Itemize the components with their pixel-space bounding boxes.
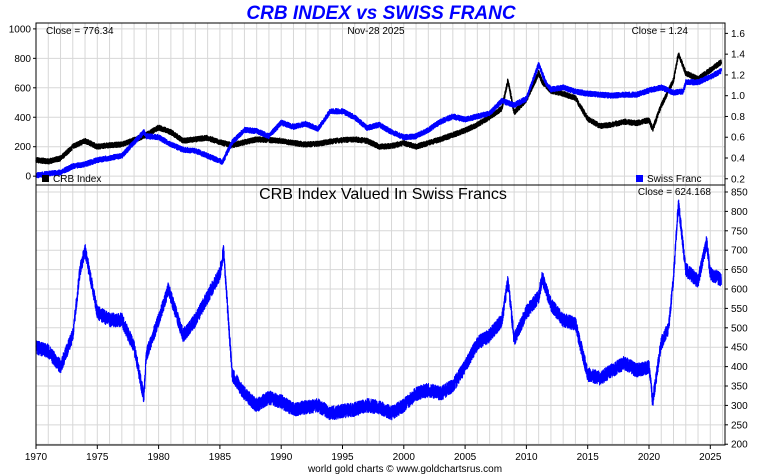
bottom-right-axis: 200 250 300 350 400 450 500 550 600 650 700 750 800 8… [725,187,748,451]
y-tick-label: 600 [731,285,748,296]
x-tick-label: 2005 [454,452,477,463]
y-tick-label: 1.6 [731,29,745,40]
y-tick-label: 750 [731,226,748,237]
x-tick-label: 2015 [577,452,600,463]
legend-swatch-chf [636,175,643,182]
y-tick-label: 850 [731,187,748,198]
top-right-axis: 0.2 0.4 0.6 0.8 1.0 1.2 1.4 1.6 [725,29,745,185]
legend-crb: CRB Index [53,174,101,185]
y-tick-label: 650 [731,265,748,276]
y-tick-label: 0 [25,172,31,183]
y-tick-label: 400 [731,362,748,373]
top-left-axis: 0 200 400 600 800 1000 [9,24,36,183]
legend-swatch-crb [42,175,49,182]
footer-credit: world gold charts © www.goldchartsrus.co… [307,464,502,475]
x-tick-label: 2020 [638,452,661,463]
bottom-chart-title: CRB Index Valued In Swiss Francs [259,186,507,203]
x-tick-label: 1980 [147,452,170,463]
date-label: Nov-28 2025 [347,26,405,37]
y-tick-label: 400 [14,113,31,124]
y-tick-label: 800 [731,207,748,218]
y-tick-label: 1.4 [731,50,745,61]
y-tick-label: 350 [731,382,748,393]
y-tick-label: 800 [14,54,31,65]
y-tick-label: 300 [731,401,748,412]
top-panel-frame [35,22,726,186]
chf-close-label: Close = 1.24 [632,26,689,37]
y-tick-label: 0.8 [731,112,745,123]
x-tick-label: 1985 [209,452,232,463]
y-tick-label: 0.6 [731,133,745,144]
legend-chf: Swiss Franc [647,174,701,185]
x-tick-label: 1970 [25,452,48,463]
x-tick-label: 2000 [393,452,416,463]
chart-title: CRB INDEX vs SWISS FRANC [246,3,515,24]
top-series [35,52,722,179]
bottom-grid [35,185,725,445]
y-tick-label: 500 [731,323,748,334]
y-tick-label: 0.4 [731,154,745,165]
y-tick-label: 700 [731,246,748,257]
series-line [35,199,722,421]
x-axis: 1970 1975 1980 1985 1990 1995 2000 2005 2010 2015… [25,445,722,463]
crb-close-label: Close = 776.34 [46,26,114,37]
y-tick-label: 250 [731,420,748,431]
y-tick-label: 1.2 [731,70,745,81]
x-tick-label: 2025 [699,452,722,463]
y-tick-label: 1000 [9,24,32,35]
x-tick-label: 1975 [86,452,109,463]
x-tick-label: 2010 [515,452,538,463]
series-line [35,62,722,179]
bottom-panel-frame [35,184,726,446]
y-tick-label: 450 [731,343,748,354]
x-tick-label: 1990 [270,452,293,463]
y-tick-label: 200 [14,142,31,153]
top-grid [35,23,725,185]
y-tick-label: 200 [731,440,748,451]
y-tick-label: 600 [14,83,31,94]
x-tick-label: 1995 [331,452,354,463]
bottom-series [35,199,722,421]
y-tick-label: 1.0 [731,91,745,102]
y-tick-label: 550 [731,304,748,315]
y-tick-label: 0.2 [731,174,745,185]
ratio-close-label: Close = 624.168 [638,187,712,198]
